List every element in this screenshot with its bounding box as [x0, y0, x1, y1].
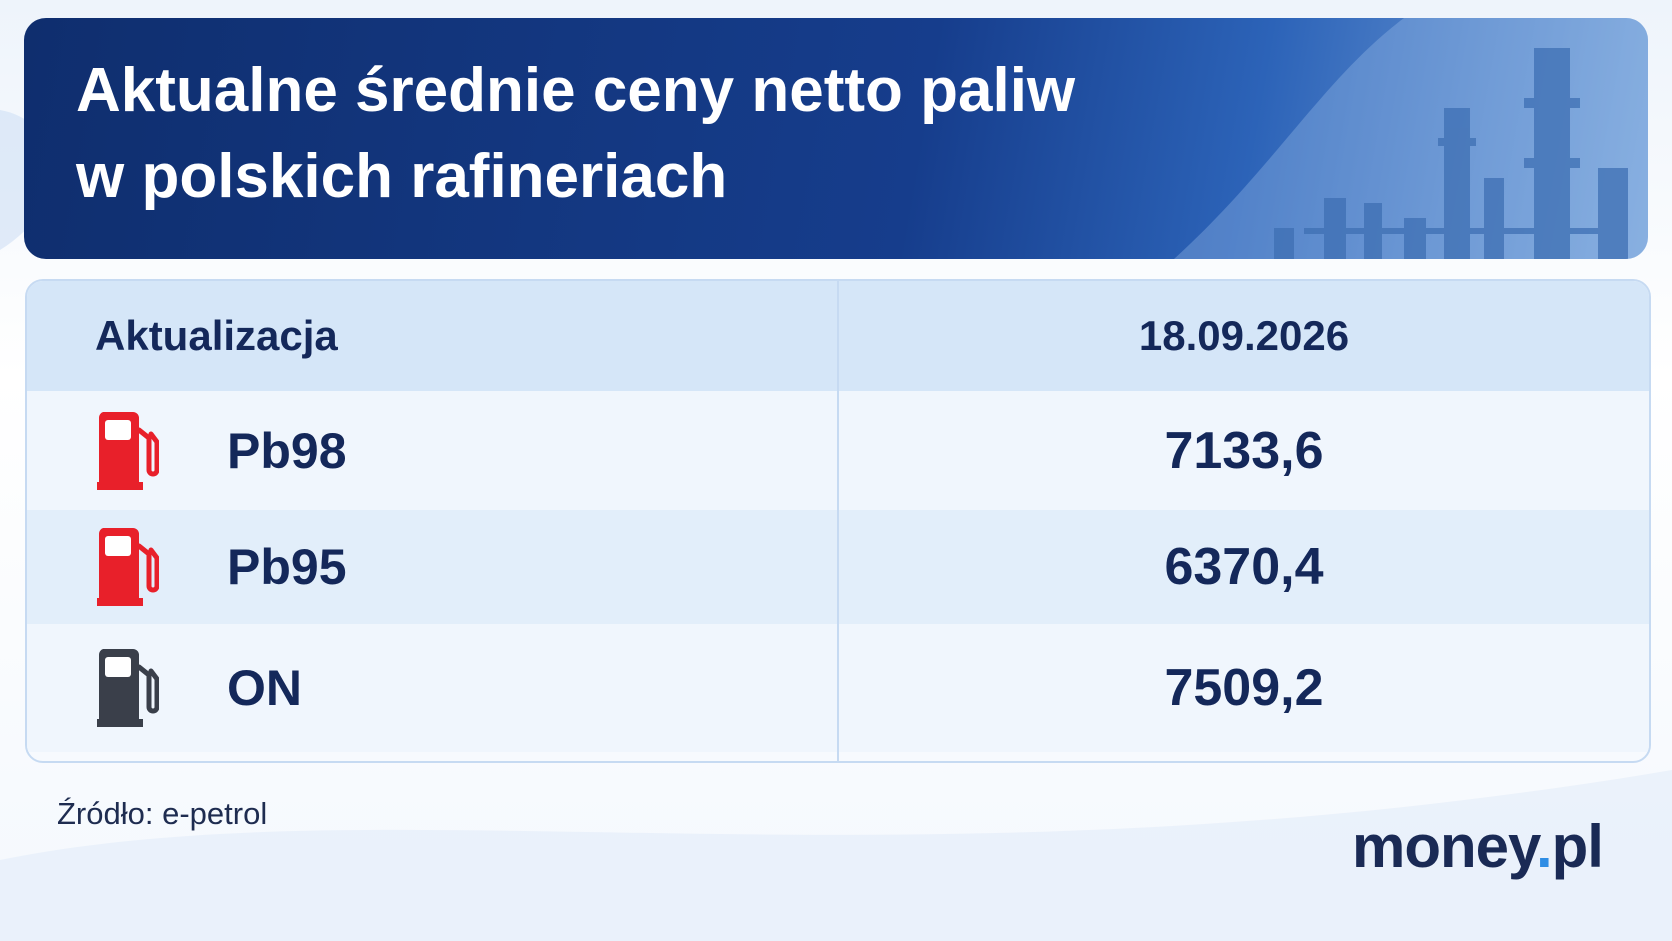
fuel-price: 7509,2: [1164, 659, 1324, 717]
column-divider: [837, 281, 839, 761]
fuel-pump-icon: [97, 649, 159, 727]
logo-dot: .: [1535, 813, 1553, 880]
header-label: Aktualizacja: [95, 312, 338, 359]
fuel-name: Pb95: [227, 539, 347, 595]
icon-cell: [97, 391, 159, 510]
logo: money.pl: [1352, 812, 1604, 881]
icon-cell: [97, 624, 159, 752]
refinery-illustration: [1174, 18, 1648, 259]
logo-tld: pl: [1551, 813, 1604, 880]
fuel-price: 7133,6: [1164, 421, 1324, 480]
title-line: w polskich rafineriach: [76, 142, 728, 211]
header-date: 18.09.2026: [1138, 312, 1350, 359]
price-table: Aktualizacja 18.09.2026 Pb98 7133,6 Pb95 6…: [25, 279, 1651, 763]
logo-name: money: [1352, 813, 1537, 880]
header-banner: Aktualne średnie ceny netto paliw w pols…: [24, 18, 1648, 259]
fuel-name: Pb98: [227, 422, 347, 479]
fuel-name: ON: [227, 660, 302, 716]
fuel-price: 6370,4: [1164, 538, 1324, 596]
fuel-pump-icon: [97, 528, 159, 606]
fuel-pump-icon: [97, 411, 159, 490]
source-note: Źródło: e-petrol: [57, 796, 268, 831]
icon-cell: [97, 510, 159, 624]
title-line: Aktualne średnie ceny netto paliw: [76, 56, 1076, 125]
table-header-row: Aktualizacja 18.09.2026: [27, 281, 1649, 391]
